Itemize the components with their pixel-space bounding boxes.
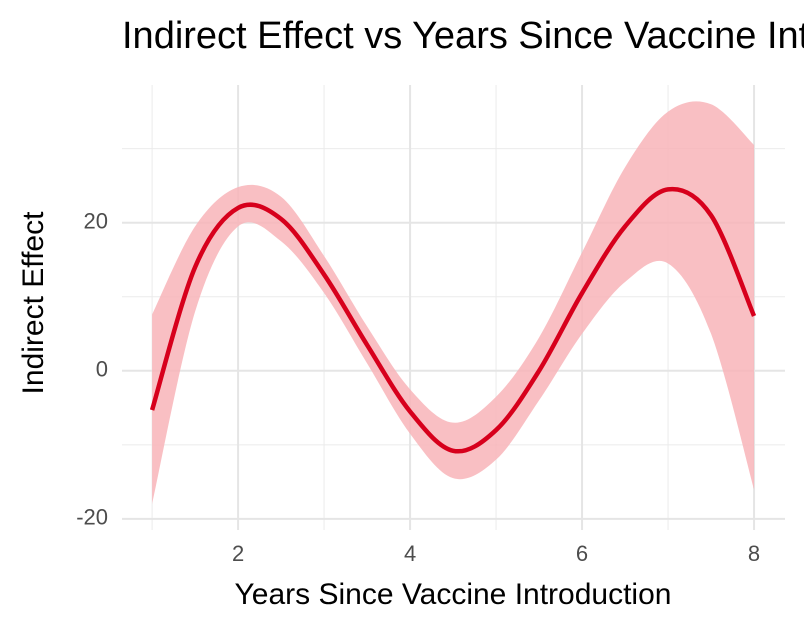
y-tick-label: 20	[84, 209, 108, 234]
confidence-band	[152, 101, 755, 505]
x-tick-label: 6	[576, 541, 588, 566]
x-tick-label: 2	[232, 541, 244, 566]
chart-title: Indirect Effect vs Years Since Vaccine I…	[122, 15, 804, 57]
y-axis-title: Indirect Effect	[17, 211, 50, 395]
y-tick-label: -20	[76, 505, 108, 530]
x-tick-label: 4	[404, 541, 416, 566]
line	[149, 186, 757, 454]
x-tick-label: 8	[748, 541, 760, 566]
x-axis-title: Years Since Vaccine Introduction	[235, 578, 672, 611]
y-tick-label: 0	[96, 357, 108, 382]
